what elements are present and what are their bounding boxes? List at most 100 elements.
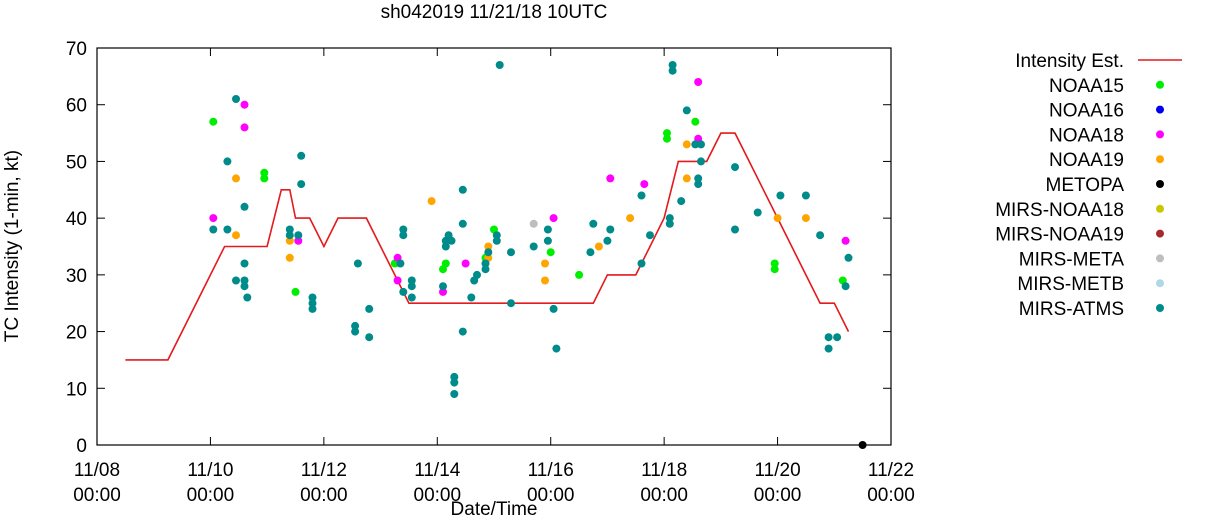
- point-mirs-atms: [833, 333, 842, 342]
- point-mirs-atms: [351, 327, 360, 336]
- y-tick-label: 50: [66, 152, 87, 173]
- point-mirs-atms: [586, 248, 595, 257]
- point-noaa15: [441, 259, 450, 268]
- point-mirs-atms: [668, 66, 677, 75]
- point-noaa19: [541, 276, 549, 285]
- point-noaa19: [285, 253, 294, 262]
- point-noaa19: [232, 174, 240, 183]
- point-mirs-atms: [589, 219, 598, 228]
- point-noaa18: [640, 180, 649, 189]
- point-noaa19: [484, 242, 493, 251]
- point-mirs-atms: [682, 106, 691, 115]
- point-mirs-atms: [308, 299, 317, 308]
- chart-title: sh042019 11/21/18 10UTC: [381, 2, 608, 23]
- y-tick-label: 0: [76, 436, 87, 457]
- x-tick-date: 11/10: [187, 460, 233, 481]
- point-mirs-atms: [308, 304, 317, 313]
- point-noaa15: [291, 287, 300, 296]
- legend-label-metopa: METOPA: [1046, 175, 1125, 196]
- point-mirs-atms: [353, 259, 362, 268]
- legend: Intensity Est. NOAA15 NOAA16 NOAA18 NOAA19 ME…: [995, 51, 1182, 320]
- point-noaa18: [294, 236, 303, 245]
- legend-label-noaa15: NOAA15: [1049, 76, 1124, 97]
- point-noaa18: [549, 214, 558, 223]
- point-mirs-atms: [294, 231, 303, 240]
- point-mirs-atms: [396, 259, 405, 268]
- point-mirs-atms: [665, 214, 674, 223]
- y-tick-label: 30: [66, 266, 87, 287]
- point-mirs-atms: [473, 270, 481, 279]
- point-noaa15: [209, 117, 218, 126]
- point-mirs-atms: [668, 61, 677, 69]
- point-mirs-atms: [776, 191, 785, 200]
- point-noaa15: [770, 259, 779, 268]
- point-mirs-atms: [529, 242, 538, 251]
- point-mirs-atms: [731, 225, 739, 234]
- point-mirs-atms: [606, 225, 615, 234]
- point-mirs-atms: [351, 321, 360, 330]
- point-noaa19: [773, 214, 782, 223]
- point-mirs-atms: [694, 180, 703, 189]
- point-mirs-atms: [677, 197, 686, 206]
- point-noaa18: [694, 78, 703, 86]
- y-tick-label: 40: [66, 209, 87, 230]
- x-tick-date: 11/16: [528, 460, 574, 481]
- y-axis-label: TC Intensity (1-min, kt): [2, 150, 23, 342]
- point-noaa15: [663, 129, 671, 138]
- point-mirs-atms: [694, 174, 703, 183]
- point-mirs-atms: [481, 259, 490, 268]
- point-noaa15: [691, 117, 700, 126]
- point-mirs-atms: [697, 140, 705, 149]
- y-tick-label: 10: [66, 379, 87, 400]
- point-mirs-meta: [529, 219, 538, 228]
- x-axis: 11/08 00:00 11/10 00:00 11/12 00:00 11/14 00:00…: [73, 48, 915, 506]
- point-mirs-atms: [801, 191, 810, 200]
- point-mirs-atms: [232, 95, 240, 103]
- point-noaa19: [232, 231, 240, 240]
- point-mirs-atms: [492, 231, 501, 240]
- point-mirs-atms: [637, 259, 646, 268]
- legend-label-noaa19: NOAA19: [1049, 150, 1124, 171]
- legend-swatch-mirs-meta: [1156, 254, 1164, 263]
- point-mirs-atms: [492, 236, 501, 245]
- point-mirs-atms: [240, 259, 249, 268]
- point-noaa15: [575, 270, 584, 279]
- point-mirs-atms: [399, 231, 408, 240]
- point-mirs-atms: [297, 151, 306, 160]
- point-noaa19: [594, 242, 603, 251]
- legend-swatch-noaa16: [1156, 105, 1164, 114]
- point-mirs-atms: [243, 293, 252, 302]
- point-mirs-atms: [399, 287, 408, 296]
- point-mirs-atms: [407, 282, 416, 291]
- x-tick-time: 00:00: [414, 485, 462, 506]
- x-tick-time: 00:00: [73, 485, 121, 506]
- point-mirs-atms: [646, 231, 654, 240]
- point-mirs-atms: [543, 236, 552, 245]
- legend-swatch-metopa: [1156, 180, 1164, 188]
- point-mirs-atms: [285, 225, 294, 234]
- point-mirs-atms: [365, 304, 374, 313]
- point-noaa18: [461, 259, 470, 268]
- point-noaa15: [770, 265, 779, 274]
- point-noaa15: [546, 248, 555, 257]
- point-mirs-atms: [731, 163, 739, 172]
- legend-label-mirs-atms: MIRS-ATMS: [1019, 299, 1124, 320]
- x-tick-date: 11/20: [755, 460, 801, 481]
- point-mirs-atms: [841, 282, 850, 291]
- legend-swatch-noaa19: [1156, 155, 1164, 164]
- x-tick-time: 00:00: [187, 485, 235, 506]
- legend-swatch-mirs-noaa19: [1156, 229, 1164, 238]
- point-noaa19: [285, 236, 294, 245]
- point-mirs-atms: [816, 231, 825, 240]
- legend-label-mirs-meta: MIRS-META: [1019, 249, 1125, 270]
- point-mirs-atms: [549, 304, 558, 313]
- legend-swatch-mirs-atms: [1156, 304, 1164, 312]
- point-mirs-atms: [543, 225, 552, 234]
- point-mirs-atms: [439, 282, 447, 291]
- legend-label-intensity-est-: Intensity Est.: [1015, 51, 1124, 72]
- point-mirs-atms: [450, 378, 459, 387]
- point-mirs-atms: [603, 236, 612, 245]
- point-noaa19: [801, 214, 810, 223]
- point-mirs-atms: [232, 276, 240, 285]
- point-noaa19: [427, 197, 436, 206]
